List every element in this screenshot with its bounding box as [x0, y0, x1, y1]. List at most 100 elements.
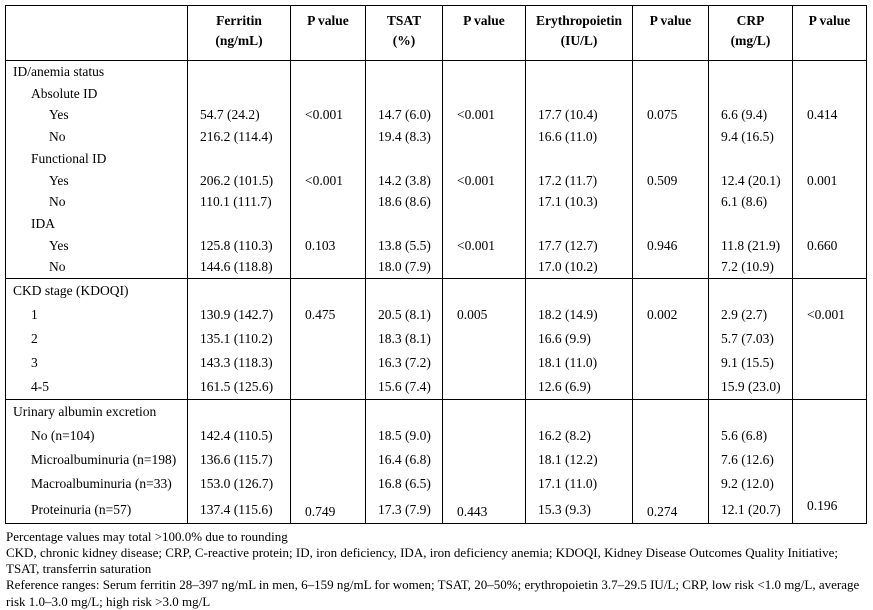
column-header-unit: (IU/L): [560, 33, 598, 49]
p-value-cell: [442, 191, 526, 213]
p-value-cell: [290, 191, 366, 213]
p-value-cell: <0.001: [290, 104, 366, 127]
table-row: Functional ID: [6, 147, 867, 170]
p-value-cell: 0.196: [792, 495, 867, 524]
table-section: CKD stage (KDOQI) 1 130.9 (142.7) 0.475 20.5…: [5, 278, 867, 400]
p-value-cell: [792, 212, 867, 235]
p-value-cell: [442, 399, 526, 424]
p-value-cell: <0.001: [442, 234, 526, 257]
value-cell: 12.1 (20.7): [708, 495, 793, 524]
value-cell: [365, 212, 443, 235]
p-value-cell: [792, 350, 867, 375]
p-value-cell: [290, 60, 366, 83]
value-cell: 153.0 (126.7): [187, 471, 291, 496]
column-header-label: Erythropoietin: [535, 13, 622, 28]
value-cell: 9.2 (12.0): [708, 471, 793, 496]
value-cell: 6.1 (8.6): [708, 191, 793, 213]
p-value-cell: [442, 60, 526, 83]
value-cell: [708, 60, 793, 83]
p-value-cell: [632, 471, 709, 496]
table-row: No 144.6 (118.8) 18.0 (7.9) 17.0 (10.2) 7.2 …: [6, 256, 867, 279]
value-cell: 17.1 (11.0): [525, 471, 633, 496]
table-row: 4-5 161.5 (125.6) 15.6 (7.4) 12.6 (6.9) 15.9…: [6, 374, 867, 400]
value-cell: 17.7 (12.7): [525, 234, 633, 257]
value-cell: 18.0 (7.9): [365, 256, 443, 279]
row-label: Urinary albumin excretion: [13, 404, 157, 420]
p-value-cell: [442, 471, 526, 496]
column-header-label: P value: [463, 13, 505, 28]
p-value-cell: [632, 447, 709, 472]
p-value-cell: [632, 256, 709, 279]
column-header-pvalue-4: P value: [792, 5, 867, 61]
p-value-cell: [632, 126, 709, 148]
p-value-cell: [632, 350, 709, 375]
value-cell: 19.4 (8.3): [365, 126, 443, 148]
p-value-cell: [442, 374, 526, 400]
value-cell: 17.0 (10.2): [525, 256, 633, 279]
p-value-cell: 0.002: [632, 302, 709, 327]
table-row: Microalbuminuria (n=198) 136.6 (115.7) 16.…: [6, 447, 867, 472]
value-cell: 20.5 (8.1): [365, 302, 443, 327]
table-row: Yes 125.8 (110.3) 0.103 13.8 (5.5) <0.001 17.…: [6, 234, 867, 257]
row-label: 3: [31, 355, 38, 371]
value-cell: 137.4 (115.6): [187, 495, 291, 524]
table-row: ID/anemia status: [6, 60, 867, 83]
table-row: Absolute ID: [6, 82, 867, 105]
value-cell: [708, 278, 793, 303]
p-value-cell: <0.001: [442, 104, 526, 127]
table-section: Urinary albumin excretion No (n=104) 142.4…: [5, 399, 867, 524]
value-cell: [187, 82, 291, 105]
value-cell: 16.4 (6.8): [365, 447, 443, 472]
value-cell: [525, 60, 633, 83]
value-cell: 216.2 (114.4): [187, 126, 291, 148]
p-value-cell: [290, 278, 366, 303]
p-value-cell: [290, 447, 366, 472]
row-label: Macroalbuminuria (n=33): [31, 476, 172, 492]
value-cell: 17.1 (10.3): [525, 191, 633, 213]
value-cell: 136.6 (115.7): [187, 447, 291, 472]
p-value-cell: [290, 471, 366, 496]
value-cell: 54.7 (24.2): [187, 104, 291, 127]
table-row: No (n=104) 142.4 (110.5) 18.5 (9.0) 16.2 (8…: [6, 423, 867, 448]
footnotes: Percentage values may total >100.0% due …: [6, 529, 871, 610]
column-header-unit: (ng/mL): [215, 33, 263, 49]
value-cell: [525, 147, 633, 170]
value-cell: 5.6 (6.8): [708, 423, 793, 448]
p-value-cell: [442, 350, 526, 375]
p-value-cell: [792, 147, 867, 170]
p-value-cell: [442, 423, 526, 448]
value-cell: 143.3 (118.3): [187, 350, 291, 375]
value-cell: [365, 82, 443, 105]
p-value-cell: [792, 423, 867, 448]
p-value-cell: [792, 399, 867, 424]
column-header-rowlabel: [6, 6, 188, 61]
p-value-cell: [290, 399, 366, 424]
column-header-tsat: TSAT (%): [365, 5, 443, 61]
value-cell: 7.6 (12.6): [708, 447, 793, 472]
row-label: 4-5: [31, 379, 49, 395]
row-label: No: [49, 194, 66, 210]
row-label: Proteinuria (n=57): [31, 501, 132, 517]
value-cell: 15.9 (23.0): [708, 374, 793, 400]
row-label: CKD stage (KDOQI): [13, 283, 129, 299]
value-cell: [365, 60, 443, 83]
p-value-cell: 0.103: [290, 234, 366, 257]
value-cell: 18.1 (11.0): [525, 350, 633, 375]
row-label: No: [49, 129, 66, 145]
row-label: Yes: [49, 172, 69, 188]
row-label: No: [49, 259, 66, 275]
p-value-cell: [442, 147, 526, 170]
value-cell: 16.8 (6.5): [365, 471, 443, 496]
value-cell: [708, 212, 793, 235]
column-header-pvalue-3: P value: [632, 5, 709, 61]
p-value-cell: 0.475: [290, 302, 366, 327]
p-value-cell: [792, 191, 867, 213]
table-row: IDA: [6, 212, 867, 235]
column-header-pvalue-2: P value: [442, 5, 526, 61]
value-cell: 14.7 (6.0): [365, 104, 443, 127]
p-value-cell: [290, 147, 366, 170]
row-label: Yes: [49, 107, 69, 123]
value-cell: 13.8 (5.5): [365, 234, 443, 257]
p-value-cell: [792, 374, 867, 400]
value-cell: 12.6 (6.9): [525, 374, 633, 400]
